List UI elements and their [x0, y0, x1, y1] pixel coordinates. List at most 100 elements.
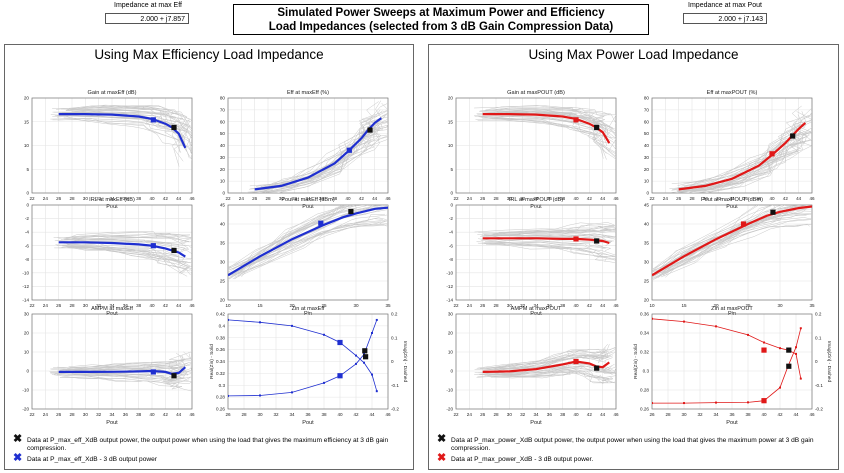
x-tick-label: 34	[713, 412, 719, 417]
x-tick-label: 24	[467, 303, 473, 308]
accent-marker	[761, 347, 767, 353]
y-tick-label: 25	[220, 279, 226, 284]
background-sweep-curve	[62, 245, 191, 276]
y-tick-label: 70	[220, 107, 226, 112]
x-tick-label: 42	[587, 303, 593, 308]
accent-marker	[318, 220, 324, 226]
y-tick-label: 0	[450, 191, 453, 196]
x-tick-label: 34	[533, 196, 539, 201]
x-marker-icon: ✖	[437, 433, 447, 445]
chart-title: AMPM at maxEff	[91, 306, 133, 312]
figure-title: Simulated Power Sweeps at Maximum Power …	[233, 4, 649, 35]
y-tick-label: 40	[644, 222, 650, 227]
y-tick-label: 0	[450, 369, 453, 374]
background-sweep-curve	[676, 132, 801, 191]
background-sweep-curve	[267, 101, 379, 188]
x-tick-label: 26	[225, 412, 231, 417]
background-sweep-curve	[246, 134, 388, 193]
background-sweep-curve	[63, 238, 189, 253]
background-sweep-curve	[694, 139, 811, 193]
accent-marker	[150, 243, 156, 249]
zin-series-point	[747, 401, 749, 404]
black-marker	[171, 373, 177, 379]
background-sweep-curve	[660, 205, 786, 275]
y-tick-label: 80	[644, 96, 650, 101]
x-tick-label: 32	[292, 196, 298, 201]
plot-frame	[455, 313, 617, 410]
y-tick-label: 20	[644, 167, 650, 172]
plot-frame	[227, 204, 389, 301]
x-axis-label: Pout	[726, 204, 738, 210]
background-sweep-curve	[482, 110, 616, 137]
x-tick-label: 30	[83, 412, 89, 417]
background-sweep-curve	[234, 217, 387, 280]
chart-ampm-at-maxpout: 22 24 26 28 30 32 34 36 38 40 42 44 46 30 20 10 0 -10 -20 A…	[446, 306, 619, 426]
zin-series-point	[715, 325, 717, 328]
x-tick-label: 34	[109, 196, 115, 201]
x-tick-label: 30	[353, 303, 359, 308]
background-sweep-curve	[478, 222, 615, 233]
background-sweep-curve	[495, 238, 612, 247]
y-tick-label: 20	[220, 167, 226, 172]
panel-title: Using Max Efficiency Load Impedance	[94, 47, 324, 62]
zin-series-point	[355, 354, 357, 357]
plot-frame	[651, 313, 813, 410]
plot-area	[652, 205, 812, 281]
y-tick-label: 20	[24, 96, 30, 101]
x-tick-label: 38	[745, 412, 751, 417]
accent-marker	[150, 369, 156, 375]
x-tick-label: 26	[56, 412, 62, 417]
y-tick-label: 0.34	[216, 359, 225, 364]
x-tick-label: 15	[681, 303, 687, 308]
y2-tick-label: 0	[391, 359, 394, 364]
y-tick-label: -20	[22, 407, 29, 412]
background-sweep-curve	[67, 108, 192, 136]
x-tick-label: 38	[136, 412, 142, 417]
black-marker	[594, 238, 600, 244]
y-tick-label: 0.42	[216, 312, 225, 317]
y2-tick-label: -0.2	[391, 407, 399, 412]
y-tick-label: 30	[24, 312, 30, 317]
zin-series-line	[652, 318, 802, 379]
plot-frame	[455, 204, 617, 301]
zin-series-point	[795, 346, 797, 349]
background-sweep-curve	[474, 115, 608, 147]
y-tick-label: -8	[449, 257, 454, 262]
x-tick-label: 26	[649, 412, 655, 417]
chart-title: Gain at maxPOUT (dB)	[507, 90, 565, 96]
x-tick-label: 36	[123, 303, 129, 308]
x-tick-label: 28	[69, 303, 75, 308]
background-sweep-curve	[231, 205, 356, 274]
background-sweep-curve	[495, 242, 616, 257]
zin-series-point	[799, 327, 802, 330]
x-tick-label: 30	[777, 303, 783, 308]
x-tick-label: 40	[337, 412, 343, 417]
background-sweep-curve	[474, 222, 615, 233]
x-tick-label: 36	[547, 303, 553, 308]
background-sweep-curve	[477, 343, 608, 369]
plot-frame	[227, 313, 389, 410]
zin-series-point	[763, 341, 765, 344]
background-sweep-curve	[663, 212, 812, 276]
y-tick-label: 45	[644, 203, 650, 208]
y-tick-label: 30	[220, 260, 226, 265]
y-tick-label: 60	[220, 119, 226, 124]
x-tick-label: 46	[189, 412, 195, 417]
chart-gain-at-maxpout-db-: 22 24 26 28 30 32 34 36 38 40 42 44 46 0 5 10 15 20 Gain a…	[448, 90, 619, 210]
x-axis-label: Pout	[106, 420, 118, 426]
black-marker	[770, 209, 776, 215]
background-sweep-curve	[50, 371, 188, 381]
x-tick-label: 40	[573, 303, 579, 308]
accent-marker	[337, 339, 343, 346]
x-tick-label: 30	[507, 303, 513, 308]
plot-area	[50, 104, 192, 167]
zin-series-point	[323, 381, 325, 384]
x-tick-label: 44	[600, 196, 606, 201]
x-tick-label: 36	[319, 196, 325, 201]
zin-series-point	[228, 394, 229, 397]
x-tick-label: 34	[533, 412, 539, 417]
x-tick-label: 42	[587, 412, 593, 417]
highlight-series-line	[228, 206, 388, 277]
background-sweep-curve	[493, 369, 602, 378]
zin-series-point	[652, 317, 653, 320]
